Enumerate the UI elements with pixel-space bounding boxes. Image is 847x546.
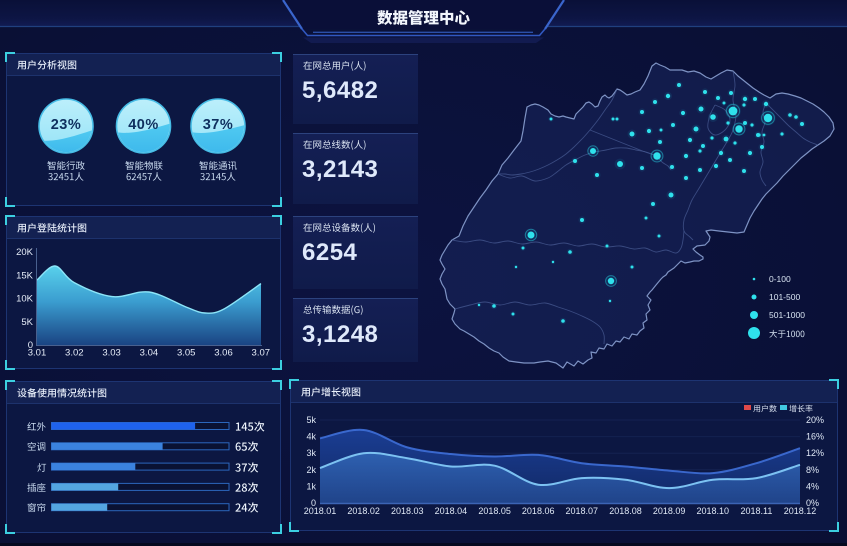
svg-text:2018.05: 2018.05 bbox=[478, 506, 511, 516]
svg-text:2018.08: 2018.08 bbox=[609, 506, 642, 516]
svg-text:2018.09: 2018.09 bbox=[653, 506, 686, 516]
svg-text:3.03: 3.03 bbox=[102, 348, 121, 359]
svg-text:501-1000: 501-1000 bbox=[769, 310, 805, 320]
svg-text:101-500: 101-500 bbox=[769, 292, 800, 302]
svg-text:2018.11: 2018.11 bbox=[740, 506, 772, 516]
svg-text:40%: 40% bbox=[128, 117, 159, 133]
svg-text:2018.01: 2018.01 bbox=[304, 506, 337, 516]
svg-text:3.02: 3.02 bbox=[65, 348, 84, 359]
svg-text:3.07: 3.07 bbox=[252, 348, 271, 359]
svg-text:2018.03: 2018.03 bbox=[391, 506, 424, 516]
svg-text:5k: 5k bbox=[306, 415, 316, 425]
svg-text:15K: 15K bbox=[16, 270, 34, 281]
svg-text:3.05: 3.05 bbox=[177, 348, 196, 359]
svg-text:20%: 20% bbox=[806, 415, 824, 425]
svg-text:2018.07: 2018.07 bbox=[566, 506, 599, 516]
svg-text:2018.02: 2018.02 bbox=[347, 506, 380, 516]
svg-text:2018.10: 2018.10 bbox=[697, 506, 730, 516]
svg-text:5K: 5K bbox=[21, 317, 33, 328]
svg-text:20K: 20K bbox=[16, 247, 34, 258]
svg-text:2018.06: 2018.06 bbox=[522, 506, 555, 516]
svg-text:0%: 0% bbox=[806, 498, 819, 508]
svg-text:0: 0 bbox=[28, 340, 33, 351]
svg-text:3k: 3k bbox=[306, 448, 316, 458]
svg-text:16%: 16% bbox=[806, 432, 824, 442]
svg-text:0-100: 0-100 bbox=[769, 274, 791, 284]
svg-text:4k: 4k bbox=[306, 432, 316, 442]
svg-text:2018.12: 2018.12 bbox=[784, 506, 817, 516]
svg-text:8%: 8% bbox=[806, 465, 819, 475]
svg-text:10K: 10K bbox=[16, 294, 34, 305]
svg-text:0: 0 bbox=[311, 498, 316, 508]
svg-text:2k: 2k bbox=[306, 465, 316, 475]
svg-text:1k: 1k bbox=[306, 481, 316, 491]
svg-text:3.06: 3.06 bbox=[214, 348, 233, 359]
svg-text:3.04: 3.04 bbox=[140, 348, 159, 359]
svg-text:4%: 4% bbox=[806, 481, 819, 491]
svg-text:2018.04: 2018.04 bbox=[435, 506, 468, 516]
svg-text:37%: 37% bbox=[203, 117, 234, 133]
svg-text:23%: 23% bbox=[51, 117, 82, 133]
svg-text:3.01: 3.01 bbox=[28, 348, 47, 359]
svg-text:12%: 12% bbox=[806, 448, 824, 458]
